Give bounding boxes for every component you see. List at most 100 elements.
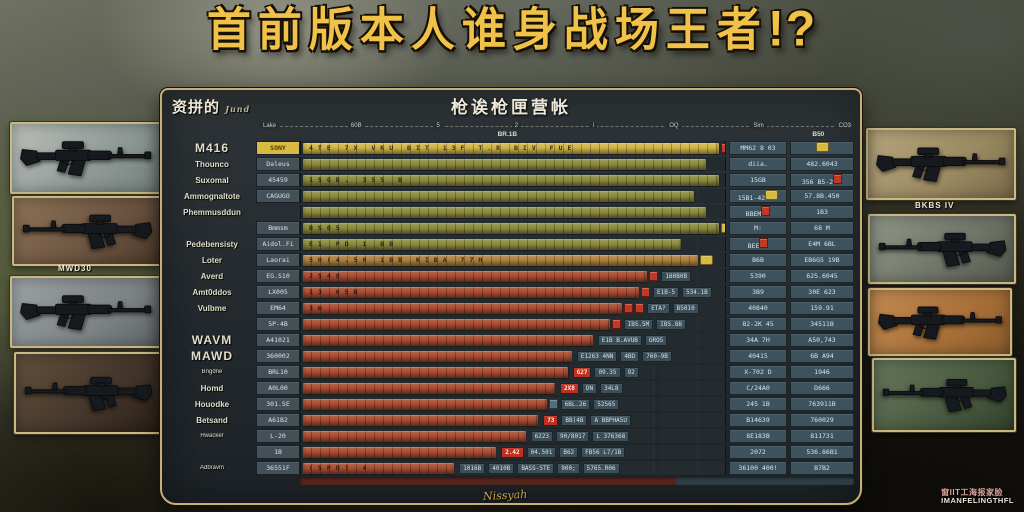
status-chip <box>833 174 843 184</box>
board-header: 资拼的 Jund 枪诶枪匣营帐 <box>168 93 854 120</box>
axis-center-label: BR.1B <box>497 131 518 138</box>
row-key-cell[interactable]: A0L00 <box>256 381 300 395</box>
row-extra-cell: 1B0B0B <box>661 270 692 282</box>
row-extra-cell: 73 <box>543 414 559 426</box>
row-key-cell[interactable]: Daleus <box>256 157 300 171</box>
row-value-b: 811731 <box>790 429 854 443</box>
row-extra-cell: 760-9B <box>642 350 672 362</box>
bar-inline-text: 15GB. 355 B <box>309 175 408 184</box>
row-extra-cell: 6BL.26 <box>560 398 591 410</box>
row-key-cell[interactable]: LX005 <box>256 285 300 299</box>
row-bar-track: E1263 4NN 4BD 760-9B <box>300 349 726 363</box>
table-row: Houodke 301.SE 6BL.26 52565 245 1B 763911… <box>168 397 854 411</box>
status-chip <box>720 143 725 153</box>
stat-bar[interactable] <box>303 206 707 218</box>
stat-bar[interactable] <box>303 158 707 170</box>
weapon-panel[interactable] <box>868 288 1012 356</box>
row-extra-cell: B62 <box>559 446 579 458</box>
stat-bar[interactable] <box>303 398 547 410</box>
row-extra-cell: IBS.8B <box>656 318 686 330</box>
row-key-cell[interactable]: 301.SE <box>256 397 300 411</box>
stat-bar[interactable]: 5H(4.50 1BB KIBA 77H <box>303 254 698 266</box>
stat-bar[interactable] <box>303 382 555 394</box>
row-key-cell[interactable]: Aidol.Fi <box>256 237 300 251</box>
row-bar-track: 73 BB(4B A BBPHA5U <box>300 413 726 427</box>
row-extra-cell: BASS-STE <box>517 462 555 474</box>
stat-bar[interactable]: E1 PD 1 BB <box>303 238 681 250</box>
weapon-panel[interactable] <box>14 352 162 434</box>
stat-bar[interactable]: 13 65B <box>303 286 639 298</box>
status-chip <box>624 303 634 313</box>
row-key-cell[interactable]: 45459 <box>256 173 300 187</box>
row-key-cell[interactable]: BRL10 <box>256 365 300 379</box>
status-chip <box>759 238 769 248</box>
row-key-cell[interactable]: 5P-4B <box>256 317 300 331</box>
row-key-cell[interactable]: EM64 <box>256 301 300 315</box>
row-key-cell[interactable]: Laorai <box>256 253 300 267</box>
rifle-image <box>18 284 154 340</box>
row-key-cell[interactable]: 360002 <box>256 349 300 363</box>
status-chip <box>649 271 659 281</box>
bar-inline-text: BS05 <box>309 223 345 232</box>
stat-bar[interactable] <box>303 350 572 362</box>
row-extra-cell: GRO5 <box>644 334 668 346</box>
stat-bar[interactable] <box>303 430 526 442</box>
row-extra-cell: 6223 <box>530 430 554 442</box>
table-row: Betsand A61B2 73 BB(4B A BBPHA5U B14639 76… <box>168 413 854 427</box>
stat-bar[interactable] <box>303 334 593 346</box>
title-punctuation: !? <box>767 1 818 58</box>
row-key-cell[interactable]: 36551F <box>256 461 300 475</box>
bottom-partial-row <box>300 477 854 485</box>
weapon-panel[interactable] <box>10 276 162 348</box>
stat-bar[interactable]: 4TE 7X VKU BIT 13F T.R BIV FUE <box>303 142 719 154</box>
row-key-cell[interactable]: Bmmsm <box>256 221 300 235</box>
row-value-b: 1B3 <box>790 205 854 219</box>
chip-group <box>641 287 650 297</box>
corner-script-text: Jund <box>225 104 251 114</box>
row-bar-track: 2548 1B0B0B <box>300 269 726 283</box>
row-value-b <box>790 141 854 155</box>
row-extra-cells: 1016B 4010B BASS-STE 900; 5765.R06 <box>459 462 620 474</box>
stat-bar[interactable]: 15GB. 355 B <box>303 174 719 186</box>
row-bar-track: BS05 <box>300 221 726 235</box>
stat-bar[interactable] <box>303 190 694 202</box>
row-key-cell[interactable]: A41021 <box>256 333 300 347</box>
weapon-panel[interactable] <box>12 196 162 266</box>
weapon-panel[interactable] <box>10 122 162 194</box>
status-chip <box>699 255 713 265</box>
row-key-cell[interactable]: L-20 <box>256 429 300 443</box>
weapon-panel[interactable] <box>872 358 1016 432</box>
stat-bar[interactable] <box>303 446 497 458</box>
row-bar-track: 15GB. 355 B <box>300 173 726 187</box>
weapon-panel[interactable] <box>866 128 1016 200</box>
row-value-b: 482.6043 <box>790 157 854 171</box>
stat-bar[interactable]: 3m <box>303 302 623 314</box>
axis-tick-label: Lake <box>260 122 280 129</box>
row-key-cell[interactable]: 1B <box>256 445 300 459</box>
stat-bar[interactable] <box>303 414 539 426</box>
row-key-cell[interactable]: A61B2 <box>256 413 300 427</box>
stat-bar[interactable] <box>303 366 568 378</box>
row-value-a: M: <box>729 221 787 235</box>
row-bar-track: 3m ETA? B5010 <box>300 301 726 315</box>
weapon-panel[interactable] <box>868 214 1016 284</box>
row-bar-track: E1 PD 1 BB <box>300 237 726 251</box>
stat-bar[interactable]: 2548 <box>303 270 648 282</box>
row-extra-cell: E1B B.AVUB <box>597 334 642 346</box>
row-key-cell[interactable]: EG.S10 <box>256 269 300 283</box>
row-value-b: 30E 623 <box>790 285 854 299</box>
row-value-a: 8E183B <box>729 429 787 443</box>
chip-group <box>548 399 558 409</box>
chip-group <box>699 255 713 265</box>
stat-bar[interactable] <box>303 318 610 330</box>
row-key-cell[interactable]: SONY <box>256 141 300 155</box>
row-value-a: X-702 D <box>729 365 787 379</box>
row-value-b: 34511B <box>790 317 854 331</box>
row-label: Thounco <box>195 159 229 169</box>
row-extra-cell: 09.35 <box>594 366 621 378</box>
row-value-a: C/24A0 <box>729 381 787 395</box>
stat-bar[interactable]: BS05 <box>303 222 719 234</box>
row-label: Loter <box>202 255 222 265</box>
stat-bar[interactable]: (5PO) 4 <box>303 462 455 474</box>
row-key-cell[interactable]: CAGUGO <box>256 189 300 203</box>
